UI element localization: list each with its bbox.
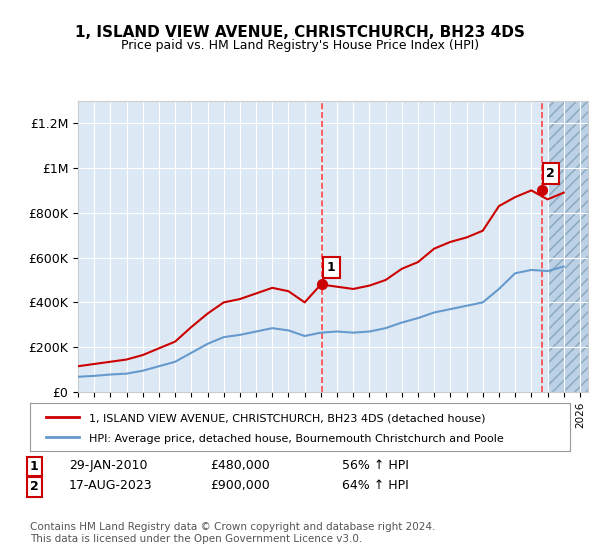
Text: Contains HM Land Registry data © Crown copyright and database right 2024.
This d: Contains HM Land Registry data © Crown c… [30,522,436,544]
Bar [548,101,588,392]
Text: 29-JAN-2010: 29-JAN-2010 [69,459,148,472]
Text: 2: 2 [30,480,39,493]
Text: 1, ISLAND VIEW AVENUE, CHRISTCHURCH, BH23 4DS (detached house): 1, ISLAND VIEW AVENUE, CHRISTCHURCH, BH2… [89,413,486,423]
Text: 1: 1 [327,261,336,274]
Text: £480,000: £480,000 [210,459,270,472]
Text: 56% ↑ HPI: 56% ↑ HPI [342,459,409,472]
Text: HPI: Average price, detached house, Bournemouth Christchurch and Poole: HPI: Average price, detached house, Bour… [89,435,504,445]
Text: 1, ISLAND VIEW AVENUE, CHRISTCHURCH, BH23 4DS: 1, ISLAND VIEW AVENUE, CHRISTCHURCH, BH2… [75,25,525,40]
Text: £900,000: £900,000 [210,479,270,492]
Text: Price paid vs. HM Land Registry's House Price Index (HPI): Price paid vs. HM Land Registry's House … [121,39,479,52]
Text: 64% ↑ HPI: 64% ↑ HPI [342,479,409,492]
Text: 1: 1 [30,460,39,473]
Text: 2: 2 [547,167,555,180]
Text: 17-AUG-2023: 17-AUG-2023 [69,479,152,492]
Bar [548,101,588,392]
